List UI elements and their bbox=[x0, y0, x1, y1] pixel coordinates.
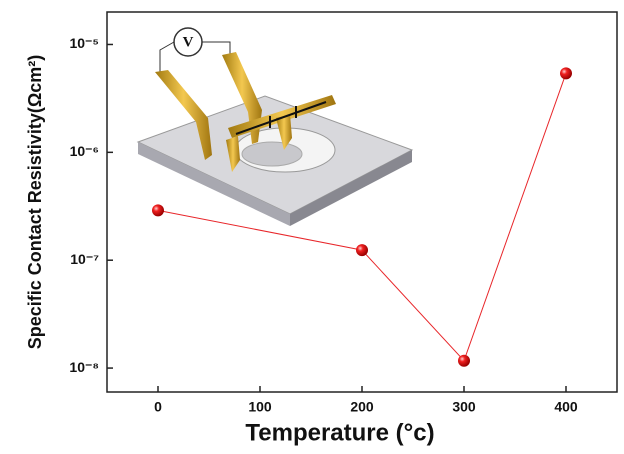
x-tick-label: 0 bbox=[154, 399, 162, 415]
data-point bbox=[356, 244, 368, 256]
x-tick-label: 100 bbox=[248, 399, 272, 415]
inset-label: V bbox=[183, 34, 194, 50]
y-axis-label: Specific Contact Resistivity(Ωcm²) bbox=[25, 55, 45, 350]
inset-illustration: V bbox=[138, 28, 412, 226]
x-tick-label: 400 bbox=[554, 399, 578, 415]
y-tick-label: 10⁻⁸ bbox=[69, 359, 99, 375]
data-point bbox=[152, 204, 164, 216]
data-point bbox=[560, 67, 572, 79]
y-tick-label: 10⁻⁷ bbox=[70, 251, 99, 267]
data-point bbox=[458, 355, 470, 367]
x-axis-label: Temperature (°c) bbox=[245, 419, 434, 446]
x-tick-label: 300 bbox=[452, 399, 476, 415]
plot-frame bbox=[107, 12, 617, 392]
y-tick-label: 10⁻⁵ bbox=[69, 35, 99, 51]
y-tick-label: 10⁻⁶ bbox=[70, 143, 99, 159]
chart: V Temperature (°c) Specific Contact Resi… bbox=[0, 0, 624, 454]
x-tick-label: 200 bbox=[350, 399, 374, 415]
